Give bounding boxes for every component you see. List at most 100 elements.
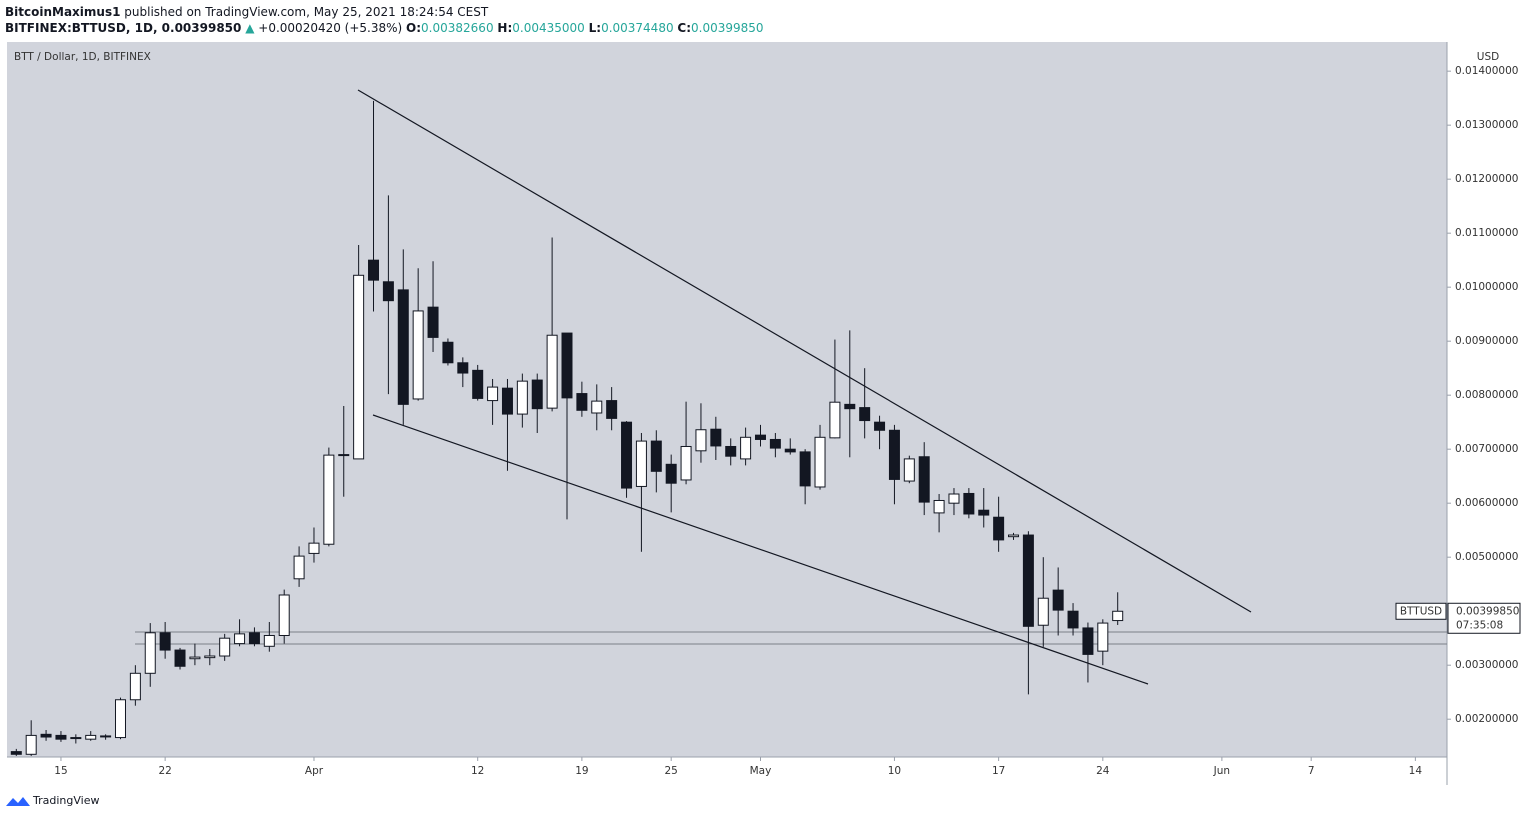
o-label: O: [406, 21, 421, 35]
candle-body-down [174, 649, 186, 667]
candle-body-up [129, 672, 141, 701]
candle-body-up [948, 493, 960, 504]
price-tag-price: 0.00399850 [1456, 605, 1519, 617]
price-tag-countdown: 07:35:08 [1456, 619, 1503, 631]
o-value: 0.00382660 [421, 21, 494, 35]
candle-body-down [159, 632, 171, 651]
y-tick-label: 0.00200000 [1455, 713, 1518, 725]
x-tick-label: 14 [1409, 765, 1423, 777]
candle-body-down [874, 421, 886, 431]
y-tick-label: 0.01000000 [1455, 281, 1518, 293]
candle-body-down [457, 362, 469, 374]
candle-body-up [85, 734, 97, 740]
symbol-line: BITFINEX:BTTUSD, 1D, 0.00399850 ▲ +0.000… [5, 21, 764, 35]
candle-body-down [368, 259, 380, 281]
candle-body-down [978, 509, 990, 516]
candle-body-down [784, 448, 796, 453]
y-tick-label: 0.00300000 [1455, 659, 1518, 671]
candle-body-down [710, 428, 722, 447]
candle-body-down [859, 407, 871, 422]
candle-body-up [100, 735, 112, 738]
candle-body-up [293, 555, 305, 580]
candle-body-up [516, 380, 528, 415]
brand: TradingView [32, 794, 99, 807]
y-tick-label: 0.01400000 [1455, 65, 1518, 77]
candle-body-down [621, 421, 633, 489]
h-label: H: [497, 21, 512, 35]
candle-body-down [10, 751, 22, 755]
author[interactable]: BitcoinMaximus1 [5, 5, 120, 19]
y-axis-label: USD [1477, 51, 1499, 63]
c-value: 0.00399850 [691, 21, 764, 35]
candle-body-up [1097, 622, 1109, 652]
candle-body-up [278, 594, 290, 636]
x-tick-label: 24 [1096, 765, 1110, 777]
candle-body-up [680, 445, 692, 481]
candle-body-down [248, 632, 260, 645]
candle-body-down [561, 332, 573, 399]
y-tick-label: 0.00600000 [1455, 497, 1518, 509]
candle-body-up [25, 734, 37, 755]
x-tick-label: 15 [54, 765, 67, 777]
plot-background [7, 42, 1447, 757]
x-tick-label: 19 [575, 765, 588, 777]
candle-body-down [650, 440, 662, 472]
y-tick-label: 0.00900000 [1455, 335, 1518, 347]
candle-body-up [114, 699, 126, 739]
candle-body-up [903, 458, 915, 482]
candle-body-down [1052, 589, 1064, 611]
candle-body-up [829, 401, 841, 439]
candle-body-down [472, 369, 484, 399]
candle-body-up [740, 436, 752, 460]
candle-body-up [189, 656, 201, 660]
y-tick-label: 0.00800000 [1455, 389, 1518, 401]
candle-body-up [70, 737, 82, 740]
l-value: 0.00374480 [601, 21, 674, 35]
candle-body-down [531, 379, 543, 410]
candle-body-down [382, 281, 394, 302]
y-tick-label: 0.01300000 [1455, 119, 1518, 131]
y-tick-label: 0.00700000 [1455, 443, 1518, 455]
candle-body-down [769, 438, 781, 449]
candle-body-up [487, 386, 499, 402]
y-tick-label: 0.00500000 [1455, 551, 1518, 563]
x-tick-label: 22 [158, 765, 171, 777]
candle-body-up [635, 440, 647, 487]
l-label: L: [589, 21, 601, 35]
symbol: BITFINEX:BTTUSD, 1D, 0.00399850 [5, 21, 241, 35]
candle-body-down [576, 393, 588, 411]
candle-body-down [844, 403, 856, 410]
candle-body-up [338, 454, 350, 457]
candle-body-up [1008, 534, 1020, 538]
x-tick-label: 17 [992, 765, 1005, 777]
candle-body-up [1037, 597, 1049, 626]
candle-body-up [695, 429, 707, 452]
x-tick-label: Jun [1213, 765, 1230, 777]
candle-body-down [888, 429, 900, 480]
candle-body-down [963, 492, 975, 515]
candle-body-up [323, 454, 335, 545]
price-tag-name: BTTUSD [1400, 605, 1442, 617]
logo: TradingView [6, 794, 99, 807]
x-tick-label: Apr [305, 765, 324, 777]
candles [10, 100, 1124, 756]
y-tick-label: 0.01100000 [1455, 227, 1518, 239]
published: published on TradingView.com, May 25, 20… [124, 5, 489, 19]
candle-body-up [353, 274, 365, 460]
chart-title: BTT / Dollar, 1D, BITFINEX [14, 51, 151, 63]
candle-body-down [501, 387, 513, 415]
candle-body-down [799, 451, 811, 487]
candle-body-down [1067, 610, 1079, 629]
x-tick-label: 10 [888, 765, 901, 777]
arrow: ▲ [245, 21, 255, 35]
candle-body-down [665, 463, 677, 484]
candle-body-up [591, 400, 603, 414]
trendline [357, 89, 1252, 613]
candle-body-up [204, 655, 216, 659]
candle-body-up [412, 310, 424, 400]
candle-body-up [234, 633, 246, 645]
candle-body-down [993, 516, 1005, 541]
candle-body-down [725, 445, 737, 457]
